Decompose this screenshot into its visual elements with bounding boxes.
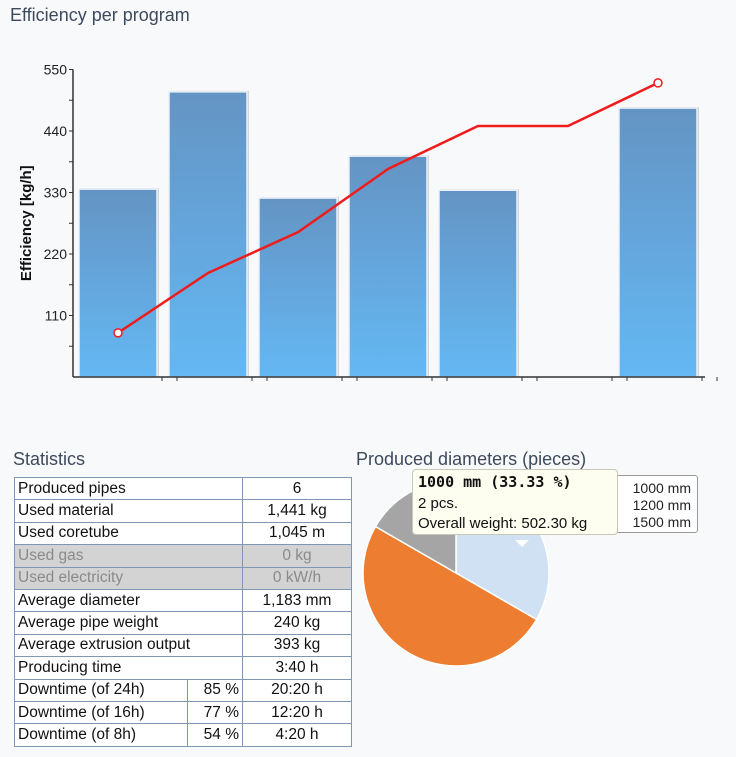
- stat-value: 393 kg: [242, 633, 352, 658]
- y-tick-label: 110: [45, 308, 68, 324]
- pie-title: Produced diameters (pieces): [356, 449, 587, 469]
- stat-value: 3:40 h: [242, 656, 352, 680]
- pie-slice[interactable]: [362, 525, 538, 667]
- stat-label: Downtime (of 16h): [13, 700, 189, 725]
- tooltip-pointer: [515, 540, 529, 547]
- table-row: Used electricity 0 kW/h: [14, 566, 352, 590]
- bar[interactable]: [438, 189, 518, 378]
- stat-value: 4:20 h: [242, 723, 352, 747]
- statistics-title: Statistics: [13, 449, 86, 469]
- stat-value: 0 kW/h: [242, 566, 352, 590]
- table-row: Downtime (of 24h) 85 % 20:20 h: [13, 678, 352, 702]
- tooltip-heading: 1000 mm (33.33 %): [418, 473, 572, 491]
- table-row: Average pipe weight 240 kg: [14, 611, 352, 635]
- table-row: Used coretube 1,045 m: [14, 521, 352, 546]
- stat-label: Used material: [14, 499, 243, 523]
- pie-tooltip: 1000 mm (33.33 %) 2 pcs. Overall weight:…: [412, 469, 618, 535]
- stat-value: 240 kg: [242, 611, 352, 635]
- stat-percent: 85 %: [187, 678, 243, 702]
- line-point[interactable]: [653, 78, 663, 88]
- tooltip-pieces: 2 pcs.: [418, 494, 459, 512]
- stat-value: 1,183 mm: [242, 588, 352, 613]
- y-tick-label: 330: [44, 185, 68, 201]
- stat-value: 12:20 h: [242, 700, 352, 725]
- line-point[interactable]: [113, 328, 123, 338]
- y-tick-label: 220: [44, 246, 68, 262]
- stat-percent: 77 %: [187, 700, 243, 725]
- tooltip-weight: Overall weight: 502.30 kg: [418, 515, 588, 532]
- stat-value: 1,045 m: [242, 521, 352, 546]
- table-row: Used gas 0 kg: [14, 544, 352, 568]
- table-row: Average diameter 1,183 mm: [14, 588, 352, 613]
- stat-label: Downtime (of 8h): [13, 723, 189, 747]
- efficiency-bar-chart: 110 220 330 440 550 Efficiency [kg/h]: [18, 62, 718, 381]
- stat-label: Average pipe weight: [14, 611, 243, 635]
- stat-percent: 54 %: [187, 723, 243, 747]
- stat-label: Producing time: [14, 656, 243, 680]
- table-row: Produced pipes 6: [14, 476, 352, 501]
- table-row: Producing time 3:40 h: [14, 656, 352, 680]
- bar[interactable]: [348, 155, 428, 378]
- legend-item[interactable]: 1000 mm: [632, 480, 691, 496]
- table-row: Downtime (of 16h) 77 % 12:20 h: [13, 700, 352, 725]
- bar[interactable]: [168, 91, 248, 378]
- stat-value: 20:20 h: [242, 678, 352, 702]
- stat-label: Used electricity: [14, 566, 243, 590]
- stat-value: 0 kg: [242, 544, 352, 568]
- table-row: Used material 1,441 kg: [14, 499, 352, 523]
- bar[interactable]: [258, 197, 338, 378]
- statistics-table: Produced pipes 6 Used material 1,441 kg Used…: [13, 476, 352, 747]
- legend-item[interactable]: 1200 mm: [632, 497, 691, 513]
- stat-value: 1,441 kg: [242, 499, 352, 523]
- stat-label: Used coretube: [14, 521, 243, 546]
- y-tick-label: 440: [44, 123, 68, 139]
- stat-label: Average extrusion output: [14, 633, 243, 658]
- bar[interactable]: [618, 107, 698, 378]
- bar[interactable]: [78, 188, 158, 378]
- stat-label: Used gas: [14, 544, 243, 568]
- line-series: [117, 81, 659, 334]
- y-axis-label: Efficiency [kg/h]: [18, 165, 35, 281]
- stat-label: Downtime (of 24h): [13, 678, 189, 702]
- stat-label: Produced pipes: [14, 476, 243, 501]
- table-row: Average extrusion output 393 kg: [14, 633, 352, 658]
- chart-title: Efficiency per program: [10, 5, 190, 25]
- table-row: Downtime (of 8h) 54 % 4:20 h: [13, 723, 352, 747]
- y-tick-label: 550: [44, 62, 68, 78]
- legend-item[interactable]: 1500 mm: [632, 514, 691, 530]
- stat-label: Average diameter: [14, 588, 243, 613]
- stat-value: 6: [242, 476, 352, 501]
